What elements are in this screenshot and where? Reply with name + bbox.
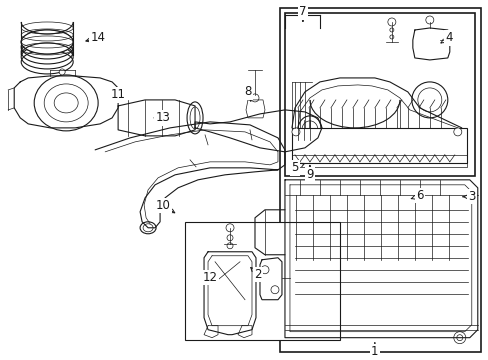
Text: 7: 7 <box>299 5 306 18</box>
Circle shape <box>389 28 393 32</box>
Text: 11: 11 <box>110 89 125 102</box>
Circle shape <box>453 128 461 136</box>
Text: 13: 13 <box>155 111 170 125</box>
Circle shape <box>387 18 395 26</box>
Text: 14: 14 <box>90 31 105 45</box>
Text: 1: 1 <box>370 345 378 358</box>
Text: 5: 5 <box>291 161 298 174</box>
Bar <box>291 155 466 167</box>
Bar <box>280 8 480 352</box>
Text: 6: 6 <box>415 189 423 202</box>
Circle shape <box>261 266 268 274</box>
Circle shape <box>389 35 393 39</box>
Text: 10: 10 <box>155 199 170 212</box>
Circle shape <box>291 128 299 136</box>
Ellipse shape <box>411 82 447 118</box>
Circle shape <box>425 16 433 24</box>
Bar <box>291 128 466 163</box>
Bar <box>285 13 474 176</box>
Circle shape <box>453 332 465 344</box>
Circle shape <box>250 94 259 102</box>
Text: 12: 12 <box>202 271 217 284</box>
Circle shape <box>59 69 65 75</box>
Ellipse shape <box>21 30 73 54</box>
Circle shape <box>225 224 234 232</box>
Circle shape <box>226 243 233 249</box>
Text: 8: 8 <box>244 85 251 98</box>
Ellipse shape <box>140 222 156 234</box>
Ellipse shape <box>21 30 73 54</box>
Text: 4: 4 <box>444 31 451 45</box>
Text: 3: 3 <box>467 190 474 203</box>
Text: 9: 9 <box>305 168 313 181</box>
Bar <box>184 222 339 340</box>
Ellipse shape <box>34 75 98 131</box>
Circle shape <box>270 286 278 294</box>
Ellipse shape <box>187 102 203 134</box>
Circle shape <box>226 235 233 241</box>
Text: 2: 2 <box>254 268 261 281</box>
